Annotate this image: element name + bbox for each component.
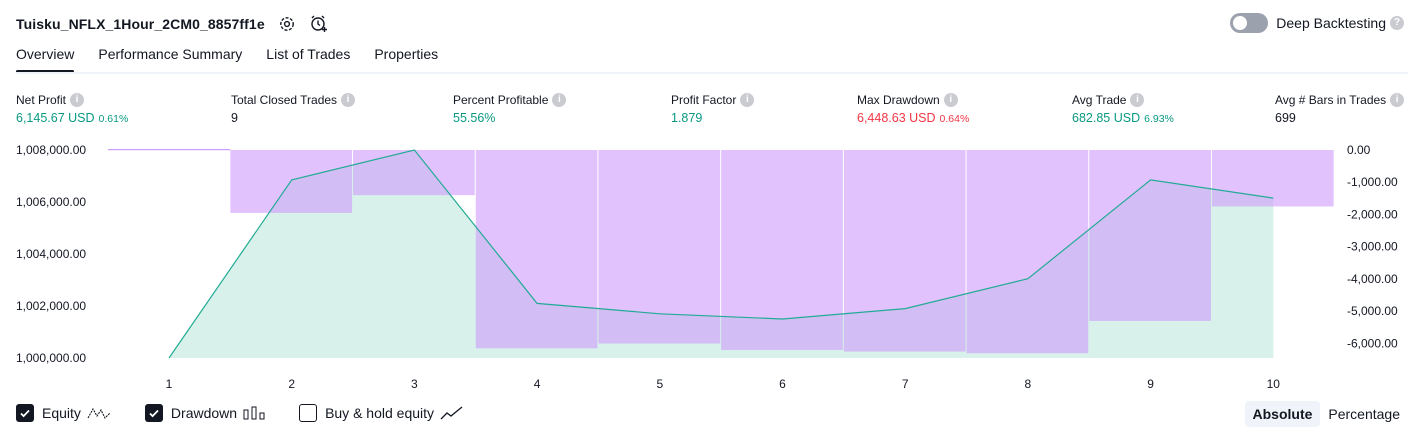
metric-percent: 0.64%: [939, 113, 970, 125]
equity-label: Equity: [42, 405, 81, 421]
metric-percent-profitable: Percent Profitable i 55.56%: [453, 93, 567, 125]
left-axis-tick: 1,008,000.00: [16, 143, 86, 157]
metric-value: 6,145.67 USD: [16, 111, 95, 125]
x-axis-tick: 1: [166, 377, 173, 391]
right-axis-tick: -2,000.00: [1347, 207, 1398, 221]
x-axis-tick: 2: [288, 377, 295, 391]
drawdown-bar: [475, 150, 598, 349]
drawdown-bar: [843, 150, 966, 352]
drawdown-bar: [598, 150, 721, 344]
drawdown-toggle[interactable]: Drawdown: [144, 404, 265, 422]
x-axis-tick: 8: [1025, 377, 1032, 391]
percentage-button[interactable]: Percentage: [1328, 406, 1400, 422]
metric-value: 55.56%: [453, 111, 496, 125]
x-axis-tick: 4: [534, 377, 541, 391]
deep-backtesting-control: Deep Backtesting ?: [1230, 13, 1404, 33]
deep-backtesting-label: Deep Backtesting: [1276, 15, 1386, 31]
x-axis-tick: 6: [779, 377, 786, 391]
metric-label: Profit Factor: [671, 93, 737, 107]
buy-hold-checkbox[interactable]: [299, 404, 318, 422]
settings-icon[interactable]: [277, 14, 297, 34]
strategy-title: Tuisku_NFLX_1Hour_2CM0_8857ff1e: [16, 16, 265, 32]
metric-avg-trade: Avg Trade i 682.85 USD 6.93%: [1072, 93, 1174, 125]
left-axis-tick: 1,006,000.00: [16, 195, 86, 209]
tab-performance-summary[interactable]: Performance Summary: [98, 46, 243, 62]
metric-value: 6,448.63 USD: [857, 111, 936, 125]
metric-label: Avg Trade: [1072, 93, 1127, 107]
metric-value: 682.85 USD: [1072, 111, 1141, 125]
drawdown-bar: [966, 150, 1089, 354]
metric-value: 9: [231, 111, 238, 125]
left-axis-tick: 1,002,000.00: [16, 299, 86, 313]
info-icon[interactable]: i: [943, 93, 958, 107]
metric-percent: 6.93%: [1144, 113, 1174, 125]
metric-label: Avg # Bars in Trades: [1275, 93, 1387, 107]
equity-line-icon: [87, 406, 111, 420]
tab-overview[interactable]: Overview: [16, 46, 75, 73]
drawdown-checkbox[interactable]: [144, 404, 163, 422]
metric-net-profit: Net Profit i 6,145.67 USD 0.61%: [16, 93, 128, 125]
x-axis-tick: 9: [1147, 377, 1154, 391]
metric-max-drawdown: Max Drawdown i 6,448.63 USD 0.64%: [857, 93, 969, 125]
metric-value: 699: [1275, 111, 1296, 125]
drawdown-bars-icon: [243, 406, 265, 420]
info-icon[interactable]: i: [341, 93, 356, 107]
info-icon[interactable]: i: [740, 93, 755, 107]
metric-label: Net Profit: [16, 93, 67, 107]
tab-divider: [16, 72, 1408, 74]
strategy-header: Tuisku_NFLX_1Hour_2CM0_8857ff1e: [16, 12, 329, 36]
info-icon[interactable]: i: [1390, 93, 1405, 107]
metric-label: Percent Profitable: [453, 93, 549, 107]
equity-checkbox[interactable]: [16, 404, 34, 422]
metric-label: Max Drawdown: [857, 93, 940, 107]
drawdown-bar: [1089, 150, 1211, 321]
right-axis-tick: -4,000.00: [1347, 272, 1398, 286]
x-axis-tick: 3: [411, 377, 418, 391]
value-mode-switch: Absolute Percentage: [1244, 401, 1409, 427]
right-axis-tick: -3,000.00: [1347, 240, 1398, 254]
help-icon[interactable]: ?: [1390, 16, 1404, 30]
drawdown-bar: [108, 149, 231, 151]
right-axis-tick: 0.00: [1347, 143, 1371, 157]
equity-toggle[interactable]: Equity: [16, 404, 111, 422]
metric-value: 1.879: [671, 111, 703, 125]
right-axis-tick: -1,000.00: [1347, 175, 1398, 189]
buy-hold-label: Buy & hold equity: [325, 405, 435, 421]
drawdown-label: Drawdown: [170, 405, 238, 421]
toggle-knob: [1233, 16, 1248, 30]
tab-list-of-trades[interactable]: List of Trades: [266, 46, 351, 62]
chart-legend: Equity Drawdown Buy & hold equity: [16, 404, 498, 422]
drawdown-bar: [1211, 150, 1334, 207]
info-icon[interactable]: i: [552, 93, 567, 107]
add-alert-icon[interactable]: [309, 14, 329, 34]
info-icon[interactable]: i: [1130, 93, 1145, 107]
metric-profit-factor: Profit Factor i 1.879: [671, 93, 755, 125]
tab-bar: Overview Performance Summary List of Tra…: [16, 46, 462, 73]
metric-total-closed-trades: Total Closed Trades i 9: [231, 93, 356, 125]
deep-backtesting-toggle[interactable]: [1230, 13, 1269, 33]
drawdown-bar: [721, 150, 843, 350]
right-axis-tick: -5,000.00: [1347, 304, 1398, 318]
x-axis-tick: 7: [902, 377, 909, 391]
metric-label: Total Closed Trades: [231, 93, 338, 107]
buy-hold-line-icon: [440, 406, 464, 420]
equity-line: [168, 149, 1274, 359]
absolute-button[interactable]: Absolute: [1244, 401, 1321, 427]
x-axis-tick: 10: [1267, 377, 1281, 391]
tab-properties[interactable]: Properties: [374, 46, 439, 62]
drawdown-bar: [353, 150, 475, 196]
info-icon[interactable]: i: [70, 93, 85, 107]
metric-percent: 0.61%: [98, 113, 129, 125]
metric-avg-bars-in-trades: Avg # Bars in Trades i 699: [1275, 93, 1405, 125]
buy-hold-toggle[interactable]: Buy & hold equity: [299, 404, 464, 422]
left-axis-tick: 1,000,000.00: [16, 351, 86, 365]
left-axis-tick: 1,004,000.00: [16, 247, 86, 261]
x-axis-tick: 5: [656, 377, 663, 391]
right-axis-tick: -6,000.00: [1347, 336, 1398, 350]
